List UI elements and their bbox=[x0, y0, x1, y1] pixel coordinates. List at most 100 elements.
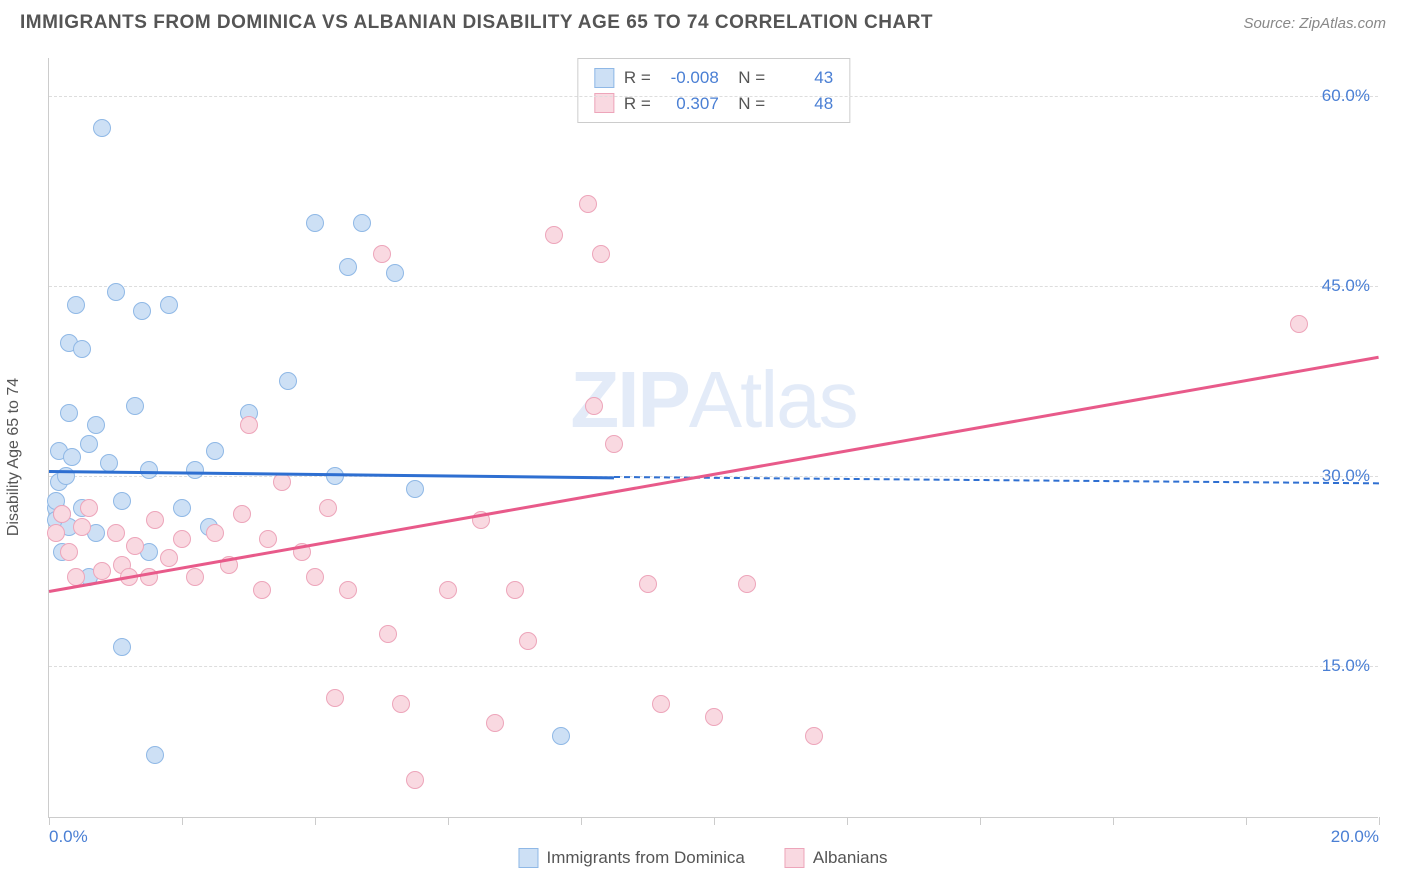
data-point bbox=[173, 530, 191, 548]
data-point bbox=[326, 467, 344, 485]
data-point bbox=[373, 245, 391, 263]
data-point bbox=[519, 632, 537, 650]
data-point bbox=[240, 416, 258, 434]
xtick bbox=[847, 817, 848, 825]
legend-stats: R =-0.008 N =43R =0.307 N =48 bbox=[577, 58, 850, 123]
trend-line-extrapolated bbox=[614, 476, 1379, 484]
xtick-label: 20.0% bbox=[1331, 827, 1379, 847]
y-axis-label: Disability Age 65 to 74 bbox=[5, 378, 23, 536]
data-point bbox=[738, 575, 756, 593]
data-point bbox=[146, 746, 164, 764]
data-point bbox=[805, 727, 823, 745]
legend-n-label: N = bbox=[729, 65, 765, 91]
data-point bbox=[160, 549, 178, 567]
gridline bbox=[49, 96, 1378, 97]
data-point bbox=[279, 372, 297, 390]
legend-stat-row: R =-0.008 N =43 bbox=[594, 65, 833, 91]
xtick bbox=[1379, 817, 1380, 825]
data-point bbox=[486, 714, 504, 732]
data-point bbox=[326, 689, 344, 707]
data-point bbox=[406, 480, 424, 498]
data-point bbox=[206, 442, 224, 460]
data-point bbox=[439, 581, 457, 599]
data-point bbox=[173, 499, 191, 517]
data-point bbox=[160, 296, 178, 314]
data-point bbox=[652, 695, 670, 713]
data-point bbox=[592, 245, 610, 263]
data-point bbox=[186, 461, 204, 479]
data-point bbox=[545, 226, 563, 244]
plot-area: ZIPAtlas R =-0.008 N =43R =0.307 N =48 1… bbox=[48, 58, 1378, 818]
legend-n-label: N = bbox=[729, 91, 765, 117]
watermark: ZIPAtlas bbox=[570, 354, 856, 446]
legend-swatch bbox=[518, 848, 538, 868]
legend-r-label: R = bbox=[624, 91, 651, 117]
data-point bbox=[552, 727, 570, 745]
xtick-label: 0.0% bbox=[49, 827, 88, 847]
data-point bbox=[585, 397, 603, 415]
data-point bbox=[60, 543, 78, 561]
data-point bbox=[253, 581, 271, 599]
xtick bbox=[714, 817, 715, 825]
chart-container: Disability Age 65 to 74 ZIPAtlas R =-0.0… bbox=[0, 42, 1406, 872]
data-point bbox=[60, 404, 78, 422]
data-point bbox=[273, 473, 291, 491]
ytick-label: 15.0% bbox=[1322, 656, 1370, 676]
data-point bbox=[126, 397, 144, 415]
ytick-label: 60.0% bbox=[1322, 86, 1370, 106]
data-point bbox=[67, 296, 85, 314]
data-point bbox=[206, 524, 224, 542]
data-point bbox=[93, 562, 111, 580]
gridline bbox=[49, 286, 1378, 287]
data-point bbox=[705, 708, 723, 726]
xtick bbox=[182, 817, 183, 825]
legend-stat-row: R = 0.307 N = 48 bbox=[594, 91, 833, 117]
data-point bbox=[306, 568, 324, 586]
data-point bbox=[80, 435, 98, 453]
data-point bbox=[113, 638, 131, 656]
data-point bbox=[406, 771, 424, 789]
data-point bbox=[392, 695, 410, 713]
gridline bbox=[49, 666, 1378, 667]
data-point bbox=[53, 505, 71, 523]
data-point bbox=[80, 499, 98, 517]
data-point bbox=[107, 524, 125, 542]
data-point bbox=[63, 448, 81, 466]
chart-title: IMMIGRANTS FROM DOMINICA VS ALBANIAN DIS… bbox=[20, 12, 933, 34]
legend-label: Immigrants from Dominica bbox=[546, 848, 744, 868]
xtick bbox=[1246, 817, 1247, 825]
legend-r-label: R = bbox=[624, 65, 651, 91]
data-point bbox=[73, 340, 91, 358]
legend-item: Immigrants from Dominica bbox=[518, 848, 744, 868]
xtick bbox=[980, 817, 981, 825]
data-point bbox=[186, 568, 204, 586]
data-point bbox=[133, 302, 151, 320]
data-point bbox=[113, 492, 131, 510]
legend-swatch bbox=[594, 68, 614, 88]
chart-source: Source: ZipAtlas.com bbox=[1243, 15, 1386, 32]
data-point bbox=[259, 530, 277, 548]
xtick bbox=[49, 817, 50, 825]
data-point bbox=[93, 119, 111, 137]
legend-n-value: 43 bbox=[775, 65, 833, 91]
legend-item: Albanians bbox=[785, 848, 888, 868]
legend-r-value: 0.307 bbox=[661, 91, 719, 117]
data-point bbox=[1290, 315, 1308, 333]
data-point bbox=[339, 581, 357, 599]
legend-label: Albanians bbox=[813, 848, 888, 868]
data-point bbox=[87, 416, 105, 434]
data-point bbox=[73, 518, 91, 536]
data-point bbox=[47, 524, 65, 542]
xtick bbox=[315, 817, 316, 825]
data-point bbox=[233, 505, 251, 523]
legend-n-value: 48 bbox=[775, 91, 833, 117]
data-point bbox=[140, 461, 158, 479]
data-point bbox=[386, 264, 404, 282]
data-point bbox=[146, 511, 164, 529]
data-point bbox=[579, 195, 597, 213]
legend-swatch bbox=[785, 848, 805, 868]
legend-series: Immigrants from Dominica Albanians bbox=[518, 848, 887, 868]
xtick bbox=[1113, 817, 1114, 825]
data-point bbox=[126, 537, 144, 555]
data-point bbox=[506, 581, 524, 599]
